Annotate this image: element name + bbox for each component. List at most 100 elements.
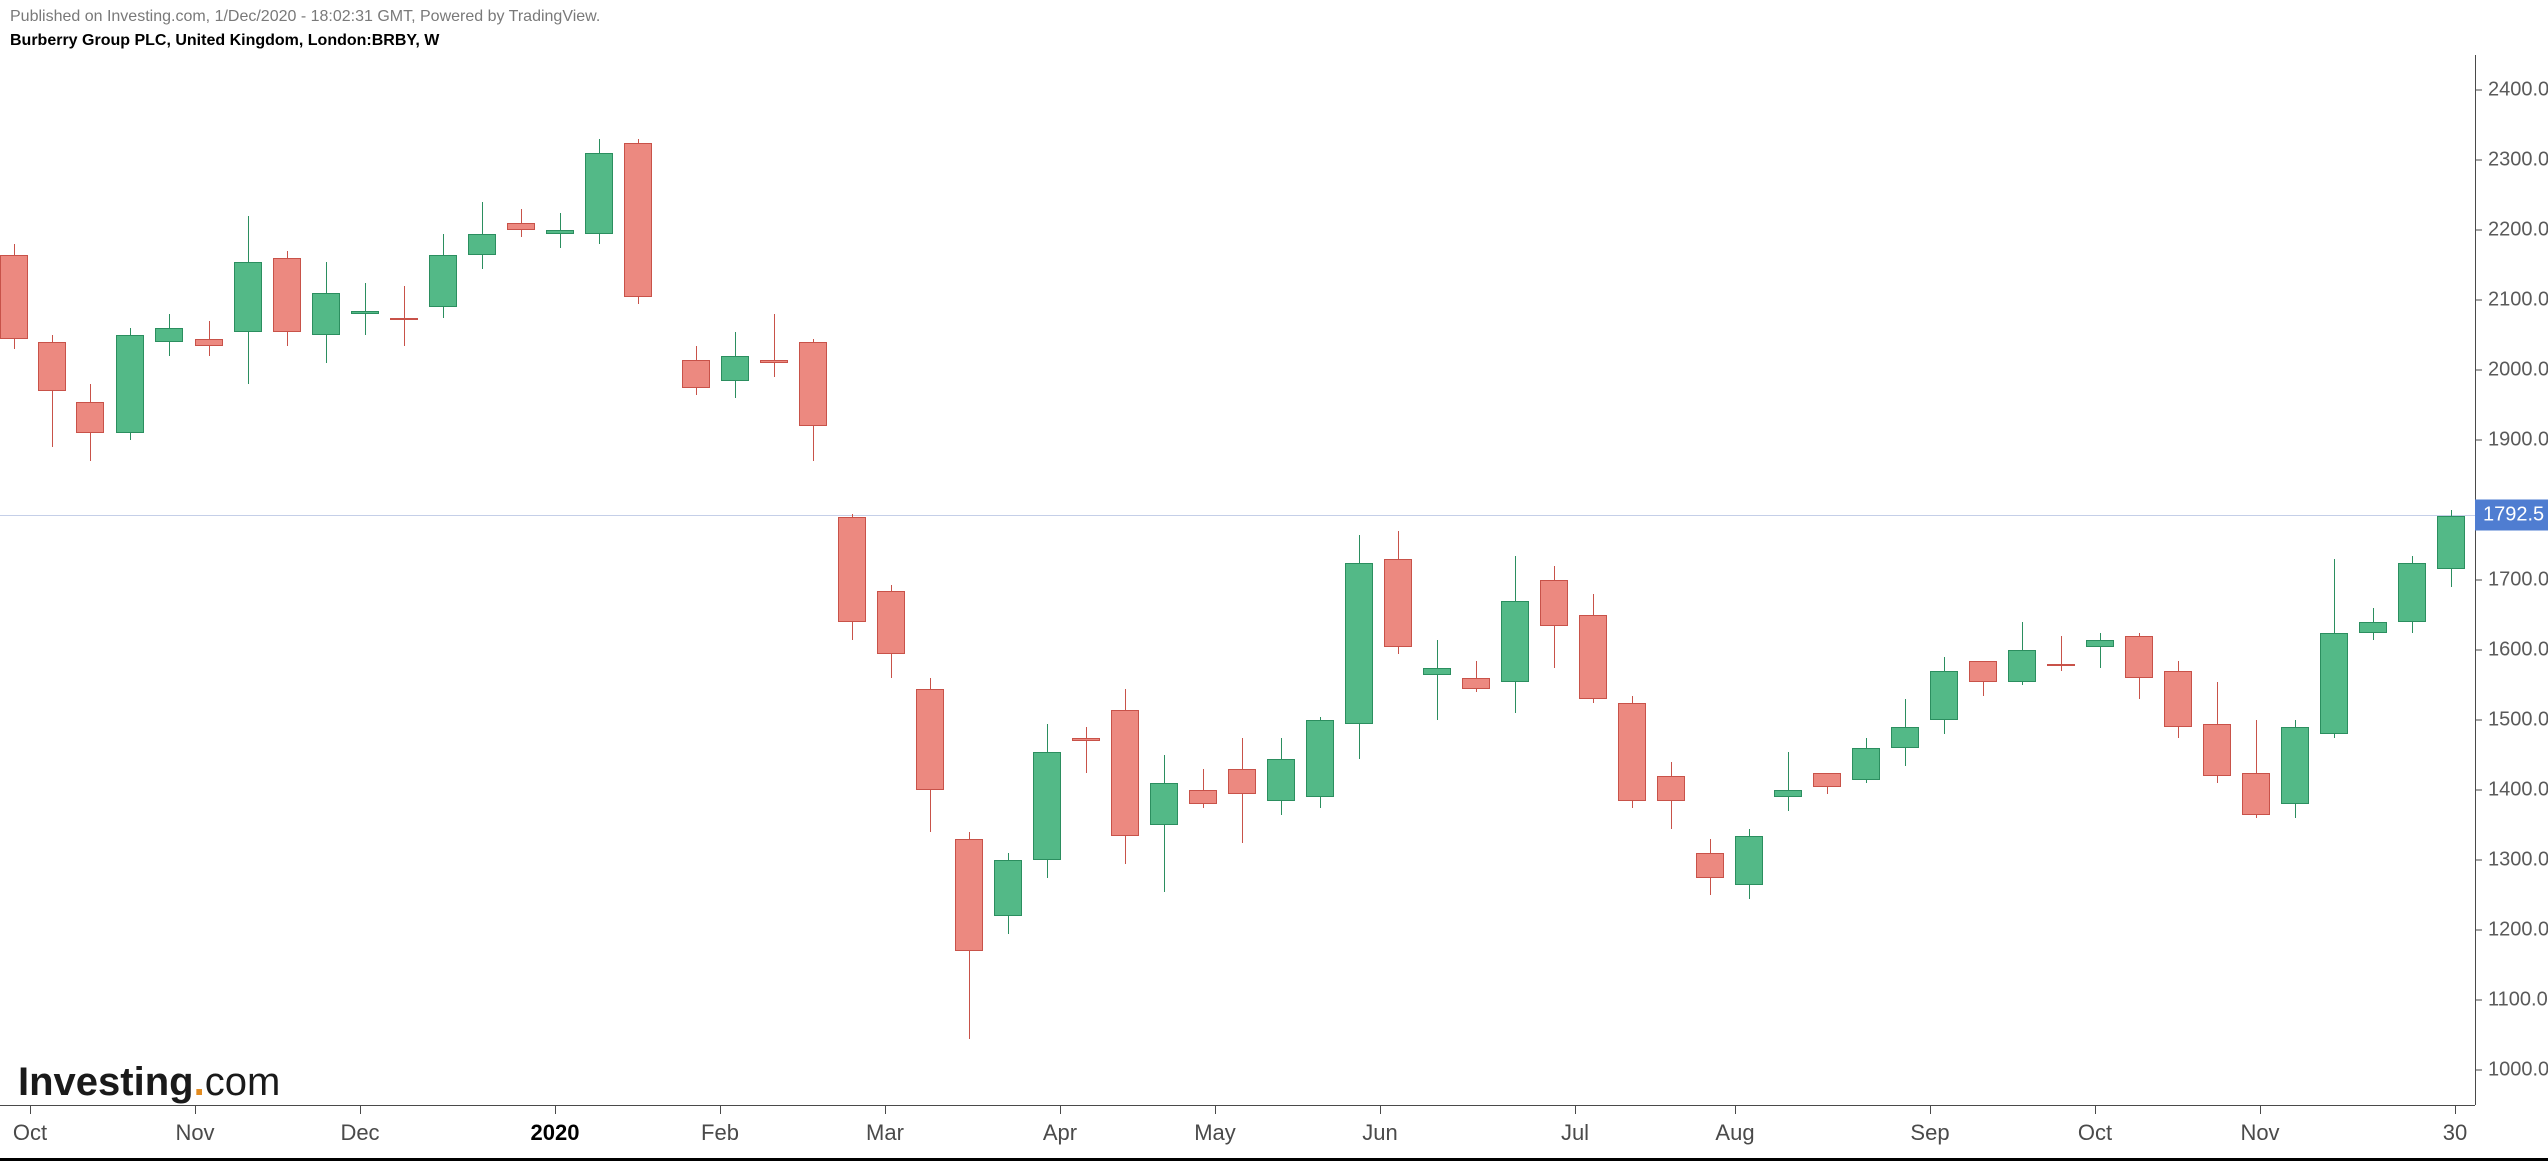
x-tick-label: Apr [1043, 1120, 1077, 1146]
x-tick-label: Jun [1362, 1120, 1397, 1146]
candle-body [1813, 773, 1841, 787]
y-tick-mark [2476, 720, 2482, 721]
candle-body [429, 255, 457, 308]
candle-body [1228, 769, 1256, 794]
x-tick-label: Mar [866, 1120, 904, 1146]
candle-body [2281, 727, 2309, 804]
candle-body [76, 402, 104, 434]
candle-body [38, 342, 66, 391]
candle-body [2164, 671, 2192, 727]
candle-body [1462, 678, 1490, 689]
candle-body [994, 860, 1022, 916]
candle-body [1540, 580, 1568, 626]
x-tick-label: Dec [340, 1120, 379, 1146]
x-tick-label: May [1194, 1120, 1236, 1146]
candle-body [468, 234, 496, 255]
x-tick-mark [1380, 1106, 1381, 1114]
candle-body [116, 335, 144, 433]
x-tick-label: 2020 [531, 1120, 580, 1146]
y-tick-mark [2476, 860, 2482, 861]
candle-body [1969, 661, 1997, 682]
y-axis: 1000.01100.01200.01300.01400.01500.01600… [2475, 55, 2548, 1105]
y-tick-mark [2476, 790, 2482, 791]
candle-body [1150, 783, 1178, 825]
candle-body [1501, 601, 1529, 682]
candle-body [1423, 668, 1451, 675]
x-tick-mark [1575, 1106, 1576, 1114]
y-tick-label: 2000.0 [2488, 359, 2548, 382]
candle-body [624, 143, 652, 297]
candle-body [312, 293, 340, 335]
x-tick-mark [1735, 1106, 1736, 1114]
published-text: Published on Investing.com, 1/Dec/2020 -… [10, 8, 600, 26]
candle-body [0, 255, 28, 339]
candle-body [507, 223, 535, 230]
candle-body [682, 360, 710, 388]
candle-body [195, 339, 223, 346]
candle-body [155, 328, 183, 342]
candle-body [799, 342, 827, 426]
candle-body [2242, 773, 2270, 815]
y-tick-mark [2476, 90, 2482, 91]
candle-body [2125, 636, 2153, 678]
y-tick-mark [2476, 1000, 2482, 1001]
candle-wick [1086, 727, 1087, 773]
y-tick-label: 1000.0 [2488, 1059, 2548, 1082]
x-tick-mark [1215, 1106, 1216, 1114]
candle-body [1189, 790, 1217, 804]
candle-body [1384, 559, 1412, 647]
x-tick-mark [885, 1106, 886, 1114]
candle-body [1930, 671, 1958, 720]
candle-body [2398, 563, 2426, 623]
candle-body [1852, 748, 1880, 780]
y-tick-label: 2100.0 [2488, 289, 2548, 312]
y-tick-mark [2476, 160, 2482, 161]
candle-body [1033, 752, 1061, 861]
current-price-line [0, 515, 2475, 516]
candle-body [1072, 738, 1100, 742]
candle-body [2359, 622, 2387, 633]
x-tick-mark [2455, 1106, 2456, 1114]
y-tick-label: 1400.0 [2488, 779, 2548, 802]
logo-thin: com [205, 1060, 281, 1104]
candle-body [2203, 724, 2231, 777]
y-tick-mark [2476, 930, 2482, 931]
x-tick-mark [2260, 1106, 2261, 1114]
candle-wick [404, 286, 405, 346]
candle-body [916, 689, 944, 791]
x-tick-mark [30, 1106, 31, 1114]
y-tick-label: 1300.0 [2488, 849, 2548, 872]
candle-body [546, 230, 574, 234]
logo-bold: Investing [18, 1060, 194, 1104]
candle-body [1735, 836, 1763, 885]
candle-body [1618, 703, 1646, 801]
candle-wick [1788, 752, 1789, 812]
candle-body [877, 591, 905, 654]
candle-body [1696, 853, 1724, 878]
y-tick-mark [2476, 300, 2482, 301]
x-tick-mark [360, 1106, 361, 1114]
candle-wick [774, 314, 775, 377]
candle-body [1267, 759, 1295, 801]
x-tick-label: Jul [1561, 1120, 1589, 1146]
candle-body [1774, 790, 1802, 797]
y-tick-label: 2200.0 [2488, 219, 2548, 242]
x-tick-label: Oct [13, 1120, 47, 1146]
y-tick-label: 1700.0 [2488, 569, 2548, 592]
candle-wick [365, 283, 366, 336]
candlestick-chart[interactable] [0, 55, 2475, 1105]
x-tick-mark [195, 1106, 196, 1114]
y-tick-label: 1100.0 [2488, 989, 2548, 1012]
x-tick-label: 30 [2443, 1120, 2467, 1146]
investing-logo: Investing.com [18, 1060, 280, 1105]
candle-body [2320, 633, 2348, 735]
x-tick-mark [1060, 1106, 1061, 1114]
y-tick-mark [2476, 440, 2482, 441]
x-tick-mark [1930, 1106, 1931, 1114]
candle-body [1306, 720, 1334, 797]
candle-body [1579, 615, 1607, 699]
candle-body [351, 311, 379, 315]
x-axis: OctNovDec2020FebMarAprMayJunJulAugSepOct… [0, 1105, 2475, 1165]
candle-body [721, 356, 749, 381]
candle-body [2047, 664, 2075, 666]
